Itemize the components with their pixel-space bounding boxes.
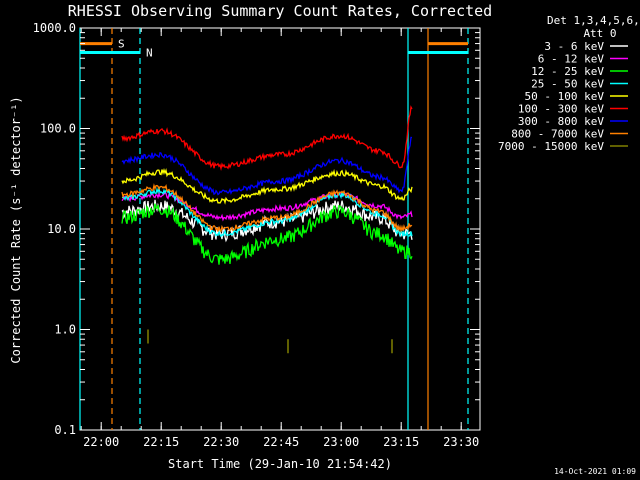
legend-header: Att 0 [583,27,616,40]
legend-label: 300 - 800 keV [518,115,604,128]
legend-header: Det 1,3,4,5,6,9, [547,14,640,27]
flag-label: N [146,47,153,60]
footer-timestamp: 14-Oct-2021 01:09 [554,467,636,476]
y-axis: 0.1 1.0 10.0 100.0 1000.0 [33,21,480,437]
legend-label: 800 - 7000 keV [511,128,604,141]
x-tick-label: 23:15 [383,435,419,449]
x-tick-label: 23:30 [443,435,479,449]
x-tick-label: 22:00 [83,435,119,449]
series-line [121,203,413,265]
series-line [121,167,413,205]
y-tick-label: 1000.0 [33,21,76,35]
legend-label: 6 - 12 keV [538,53,605,66]
series-line [121,136,413,196]
legend-label: 25 - 50 keV [531,78,604,91]
x-axis-label: Start Time (29-Jan-10 21:54:42) [168,457,392,471]
x-tick-label: 22:45 [263,435,299,449]
legend-label: 3 - 6 keV [544,40,604,53]
flag-label: S [118,38,125,51]
x-tick-label: 22:15 [143,435,179,449]
state-flags: SN [80,38,468,60]
y-tick-label: 100.0 [40,122,76,136]
series-line [122,186,413,238]
x-axis: 22:00 22:15 22:30 22:45 23:00 23:15 23:30 [80,28,479,449]
y-tick-label: 10.0 [47,222,76,236]
event-lines [79,28,469,430]
y-tick-label: 0.1 [54,423,76,437]
x-tick-label: 23:00 [323,435,359,449]
series-lines [121,105,413,354]
series-line [121,183,413,234]
chart-title: RHESSI Observing Summary Count Rates, Co… [68,2,492,20]
legend-label: 12 - 25 keV [531,65,604,78]
y-tick-label: 1.0 [54,323,76,337]
x-tick-label: 22:30 [203,435,239,449]
legend-label: 50 - 100 keV [525,90,605,103]
series-line [121,105,413,171]
y-axis-label: Corrected Count Rate (s⁻¹ detector⁻¹) [9,96,23,363]
series-line [121,191,413,222]
legend-label: 7000 - 15000 keV [498,140,604,153]
legend-label: 100 - 300 keV [518,103,604,116]
